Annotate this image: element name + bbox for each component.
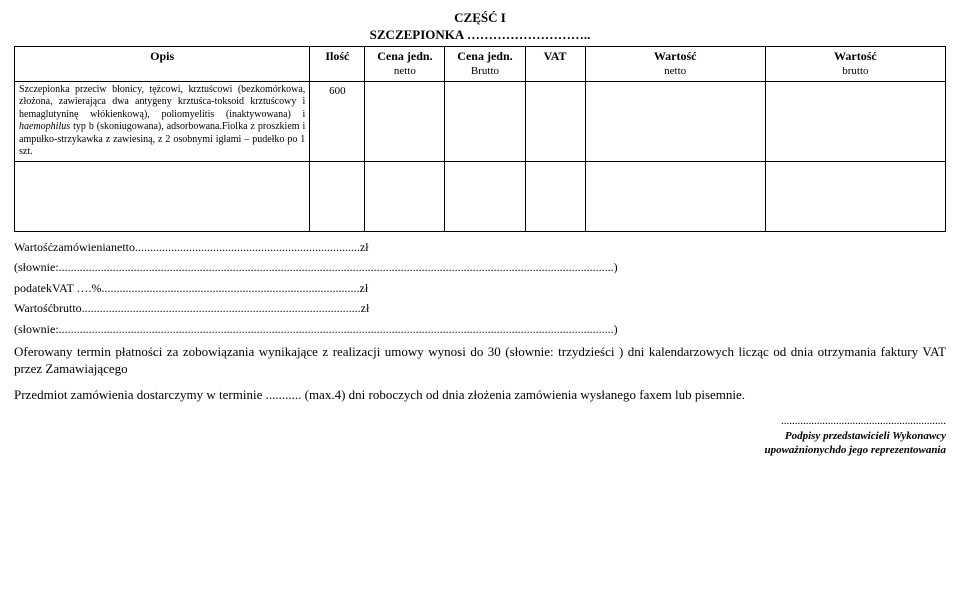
empty-opis <box>15 161 310 231</box>
line-wartosc-brutto: Wartośćbrutto...........................… <box>14 301 946 317</box>
col-cena-brutto-sub: Brutto <box>449 64 520 78</box>
cell-cena-brutto <box>445 81 525 161</box>
col-ilosc: Ilość <box>310 46 365 81</box>
table-header-row: Opis Ilość Cena jedn. netto Cena jedn. B… <box>15 46 946 81</box>
col-wartosc-netto-sub: netto <box>590 64 761 78</box>
col-vat: VAT <box>525 46 585 81</box>
col-cena-netto-sub: netto <box>369 64 440 78</box>
cell-wartosc-netto <box>585 81 765 161</box>
col-cena-netto: Cena jedn. netto <box>365 46 445 81</box>
empty-cb <box>445 161 525 231</box>
table-empty-row <box>15 161 946 231</box>
empty-ilosc <box>310 161 365 231</box>
cell-opis: Szczepionka przeciw błonicy, tężcowi, kr… <box>15 81 310 161</box>
col-wartosc-brutto: Wartość brutto <box>765 46 945 81</box>
pricing-table: Opis Ilość Cena jedn. netto Cena jedn. B… <box>14 46 946 232</box>
part-title: CZĘŚĆ I <box>14 10 946 27</box>
signature-line-2: upoważnionychdo jego reprezentowania <box>764 444 946 456</box>
table-row: Szczepionka przeciw błonicy, tężcowi, kr… <box>15 81 946 161</box>
col-cena-brutto-top: Cena jedn. <box>457 49 512 63</box>
vaccine-subtitle: SZCZEPIONKA ……………………….. <box>14 27 946 44</box>
paragraph-termin-dostawy: Przedmiot zamówienia dostarczymy w termi… <box>14 387 946 404</box>
col-wartosc-brutto-sub: brutto <box>770 64 941 78</box>
col-cena-netto-top: Cena jedn. <box>377 49 432 63</box>
col-wartosc-netto-top: Wartość <box>654 49 697 63</box>
signature-block: ........................................… <box>14 414 946 457</box>
col-cena-brutto: Cena jedn. Brutto <box>445 46 525 81</box>
col-wartosc-netto: Wartość netto <box>585 46 765 81</box>
cell-vat <box>525 81 585 161</box>
fill-lines: Wartośćzamówienianetto..................… <box>14 240 946 338</box>
empty-cn <box>365 161 445 231</box>
line-vat: podatekVAT ….%..........................… <box>14 281 946 297</box>
line-slownie-2: (słownie:...............................… <box>14 322 946 338</box>
signature-dots: ........................................… <box>781 415 946 427</box>
cell-ilosc: 600 <box>310 81 365 161</box>
paragraph-termin-platnosci: Oferowany termin płatności za zobowiązan… <box>14 344 946 378</box>
empty-vat <box>525 161 585 231</box>
line-slownie-1: (słownie:...............................… <box>14 260 946 276</box>
col-wartosc-brutto-top: Wartość <box>834 49 877 63</box>
empty-wb <box>765 161 945 231</box>
col-opis: Opis <box>15 46 310 81</box>
empty-wn <box>585 161 765 231</box>
cell-cena-netto <box>365 81 445 161</box>
cell-wartosc-brutto <box>765 81 945 161</box>
line-wartosc-netto: Wartośćzamówienianetto..................… <box>14 240 946 256</box>
signature-line-1: Podpisy przedstawicieli Wykonawcy <box>785 430 946 442</box>
